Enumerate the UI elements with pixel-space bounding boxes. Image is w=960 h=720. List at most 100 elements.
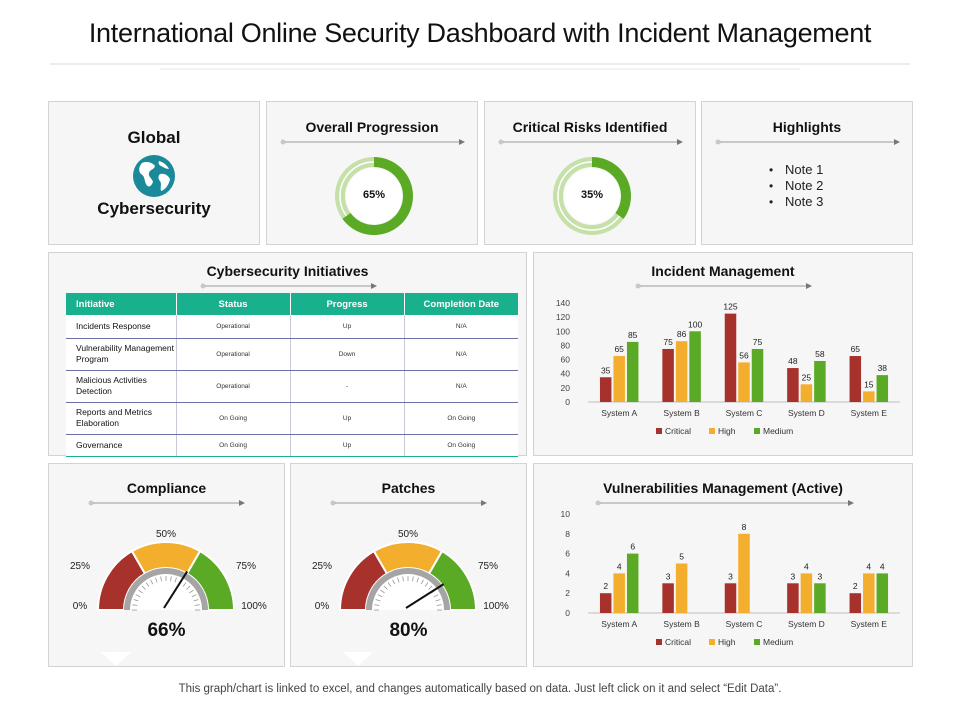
patches-gauge-tick-mark [383,585,388,590]
incident-chart-bar [689,331,701,402]
compliance-value: 66% [147,620,186,641]
column-header: Initiative [66,293,177,315]
patches-gauge-tick-mark [424,582,429,587]
vulnerabilities-chart-data-label: 4 [880,561,885,571]
highlight-item: Note 2 [767,178,847,194]
table-cell: Malicious Activities Detection [66,370,177,403]
title-divider-secondary [160,68,800,70]
table-cell: Governance [66,434,177,457]
incident-chart-data-label: 56 [739,350,749,360]
patches-gauge-tick-mark [412,576,414,582]
compliance-gauge-tick-mark [141,585,146,590]
pointer-tab-icon [101,652,131,666]
title-divider [50,63,910,65]
overall-progression-donut-center [346,168,402,224]
initiatives-panel: Cybersecurity Initiatives Initiative Sta… [48,252,527,457]
incident-chart-legend-swatch [754,428,760,434]
compliance-gauge-tick-mark [193,599,199,602]
critical-risks-donut-center [564,168,620,224]
compliance-gauge: 0% 25% 50% 75% 100% [70,529,267,612]
incident-chart-y-tick-label: 80 [561,340,571,350]
patches-gauge-tick-mark [435,599,441,602]
vulnerabilities-chart-bar [863,573,875,613]
patches-gauge-needle [405,583,445,609]
table-cell: Down [290,338,405,371]
incident-chart-category-label: System C [726,408,763,418]
incident-chart-category-label: System D [788,408,825,418]
vulnerabilities-chart-category-label: System D [788,619,825,629]
table-cell: On Going [176,402,291,435]
incident-chart-y-tick-label: 0 [565,397,570,407]
patches-gauge: 0% 25% 50% 75% 100% [312,529,509,612]
vulnerabilities-chart-bar [738,533,750,613]
incident-chart-bar [662,348,674,402]
overall-progression-donut [335,157,413,235]
globe-icon [132,154,176,198]
vulnerabilities-chart-bar [800,573,813,613]
incident-chart-y-tick-label: 140 [556,298,570,308]
initiatives-title: Cybersecurity Initiatives [206,263,369,279]
incident-chart-data-label: 38 [878,363,888,373]
vulnerabilities-chart-category-label: System A [601,619,637,629]
incident-chart-bar [800,384,813,402]
patches-gauge-tick-mark [377,594,383,598]
vulnerabilities-chart-category-label: System C [726,619,763,629]
cybersecurity-label: Cybersecurity [97,199,211,218]
patches-gauge-tick-mark [380,589,385,594]
incident-chart-data-label: 86 [677,329,687,339]
incident-chart-bar [724,313,737,402]
table-cell: On Going [404,434,518,457]
column-header: Status [176,293,291,315]
vulnerabilities-chart-bar [662,583,674,613]
title-arrow-icon [330,500,487,506]
vulnerabilities-chart-bar [613,573,625,613]
page-title: International Online Security Dashboard … [88,18,872,48]
vulnerabilities-chart-data-label: 4 [866,561,871,571]
incident-chart-y-tick-label: 60 [561,355,571,365]
vulnerabilities-chart-data-label: 5 [679,552,684,562]
incident-chart-data-label: 85 [628,330,638,340]
table-cell: Up [290,315,405,339]
incident-chart-data-label: 15 [864,379,874,389]
incident-chart-legend-swatch [709,428,715,434]
compliance-gauge-tick-mark [135,594,141,598]
incident-chart-data-label: 25 [802,372,812,382]
overall-progression-panel: Overall Progression 65% [266,101,478,245]
critical-risks-value: 35% [580,189,604,201]
initiatives-table: Initiative Status Progress Completion Da… [66,293,518,457]
patches-gauge-tick-mark [402,576,404,582]
overall-progression-value: 65% [362,189,386,201]
vulnerabilities-chart-data-label: 8 [742,522,747,532]
incident-chart-category-label: System A [601,408,637,418]
incident-chart-bar [863,391,875,402]
vulnerabilities-chart-data-label: 2 [603,581,608,591]
table-cell: - [290,370,405,403]
title-arrow-icon [498,139,683,145]
patches-gauge-tick-mark [375,599,381,602]
vulnerabilities-title: Vulnerabilities Management (Active) [603,480,843,496]
patches-panel: Patches 0% 25% 50% 75% 100% 80% [290,463,527,667]
footnote: This graph/chart is linked to excel, and… [178,683,782,695]
vulnerabilities-chart-legend-swatch [656,639,662,645]
title-arrow-icon [715,139,900,145]
patches-gauge-dial-face [372,574,444,610]
vulnerabilities-chart-category-label: System E [851,619,888,629]
patches-gauge-tick-mark [433,594,439,598]
incident-chart-legend-label: Medium [763,426,793,436]
vulnerabilities-chart-bar [724,583,737,613]
title-arrow-icon [595,500,854,506]
critical-risks-donut-fill [591,157,631,219]
compliance-gauge-needle [163,570,189,609]
incident-chart-data-label: 75 [663,337,673,347]
vulnerabilities-chart-y-tick-label: 6 [565,549,570,559]
patches-gauge-tick-mark [392,579,396,585]
compliance-gauge-tick-mark [189,589,194,594]
incident-chart-category-label: System B [663,408,700,418]
title-arrow-icon [88,500,245,506]
incident-chart-data-label: 125 [723,302,737,312]
highlights-panel: Highlights Note 1 Note 2 Note 3 [701,101,913,245]
compliance-gauge-tick-mark [133,599,139,602]
incident-chart-bar [613,356,625,402]
vulnerabilities-chart-y-tick-label: 10 [561,509,571,519]
